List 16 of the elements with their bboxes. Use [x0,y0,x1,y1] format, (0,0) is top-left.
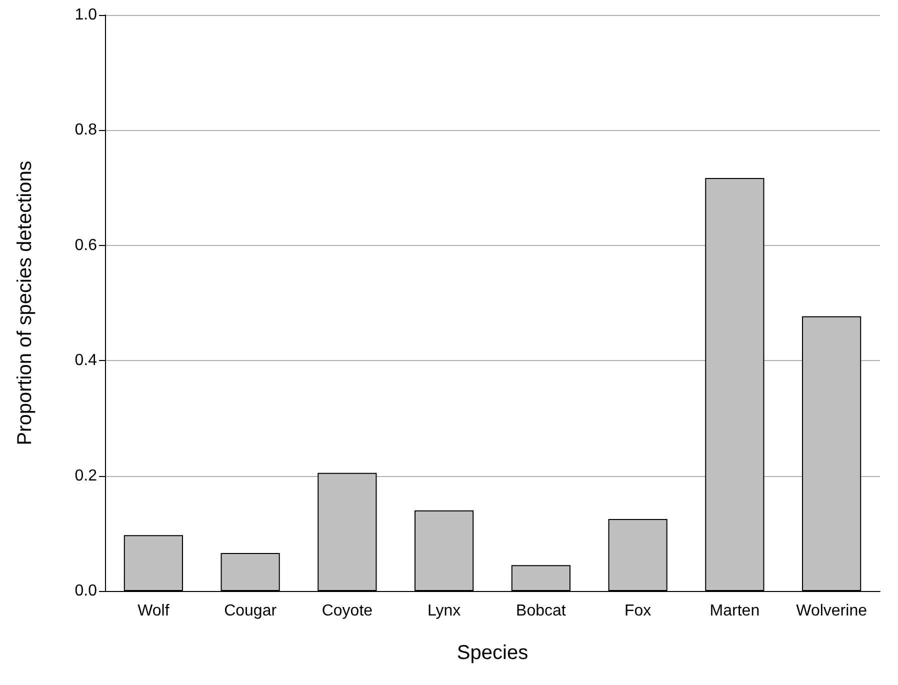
x-tick-label: Fox [624,602,652,620]
y-tick-label: 0.6 [74,236,98,254]
y-tick-label: 0.8 [74,122,98,139]
y-tick-label: 0.2 [74,467,98,484]
x-tick-label: Marten [710,602,760,620]
y-tick-label: 0.4 [74,352,98,370]
x-axis-title: Species [456,642,528,664]
x-tick-label: Wolverine [796,602,868,620]
y-tick-label: 0.0 [74,582,98,600]
x-tick-label: Coyote [322,602,373,620]
y-axis-title: Proportion of species detections [14,160,36,446]
x-tick-label: Lynx [427,602,461,620]
x-tick-label: Bobcat [516,602,566,620]
x-tick-label: Cougar [224,602,278,620]
y-tick-label: 1.0 [74,6,98,24]
x-tick-label: Wolf [138,602,170,620]
